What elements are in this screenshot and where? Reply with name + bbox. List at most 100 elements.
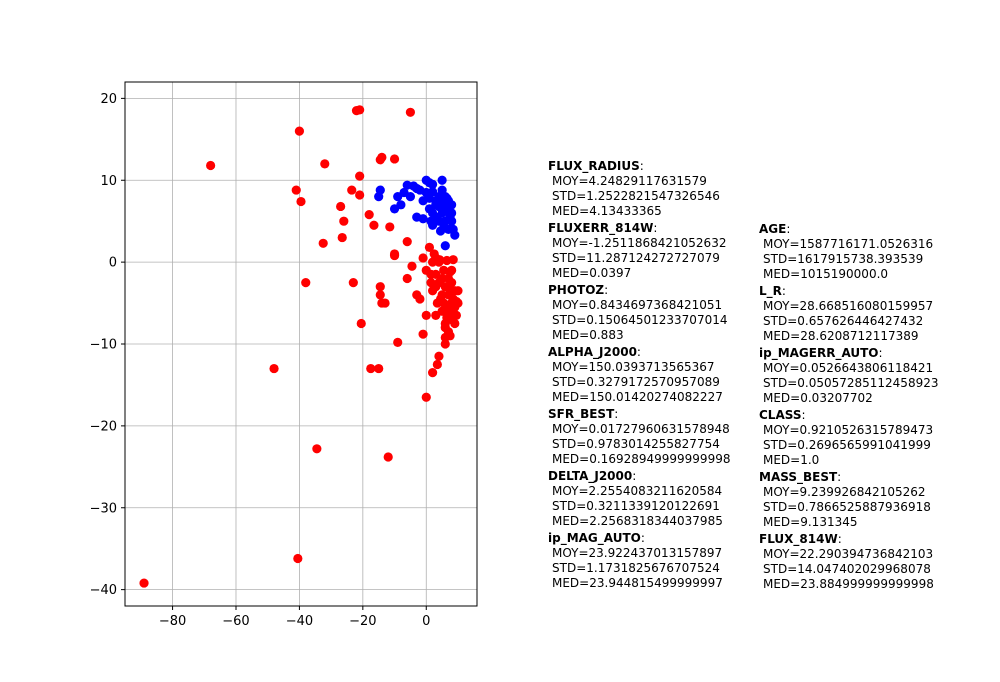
stat-med: MED=2.2568318344037985: [552, 514, 723, 528]
red-point: [389, 250, 400, 261]
stat-std: STD=0.15064501233707014: [552, 313, 728, 327]
red-point: [383, 452, 393, 462]
y-tick-label: −40: [90, 583, 117, 598]
stat-header: ip_MAGERR_AUTO:: [759, 346, 938, 361]
stat-name: SFR_BEST: [548, 407, 615, 421]
red-point: [377, 152, 387, 162]
red-point: [355, 190, 365, 200]
red-point: [380, 298, 390, 308]
red-point: [428, 368, 438, 378]
stat-header: SFR_BEST:: [548, 407, 730, 422]
stat-moy: MOY=0.0526643806118421: [763, 361, 934, 375]
stat-header: ip_MAG_AUTO:: [548, 531, 730, 546]
red-point: [424, 242, 435, 252]
red-point: [415, 294, 425, 304]
red-point: [269, 363, 279, 374]
stat-std: STD=0.2696565991041999: [763, 438, 931, 452]
stat-block: MASS_BEST: MOY=9.239926842105262 STD=0.786…: [759, 470, 938, 530]
stat-name: FLUXERR_814W: [548, 221, 654, 235]
stat-name: FLUX_814W: [759, 532, 838, 546]
red-point: [339, 216, 349, 226]
stat-med: MED=23.884999999999998: [763, 577, 934, 591]
stat-colon: :: [632, 469, 637, 483]
stat-block: PHOTOZ: MOY=0.8434697368421051 STD=0.15064…: [548, 283, 730, 343]
stat-moy: MOY=0.8434697368421051: [552, 298, 723, 312]
stat-name: PHOTOZ: [548, 283, 605, 297]
stat-colon: :: [639, 159, 644, 173]
red-point: [139, 578, 149, 588]
red-point: [443, 273, 454, 284]
red-point: [440, 332, 450, 343]
blue-point: [426, 216, 436, 226]
stat-name: MASS_BEST: [759, 470, 838, 484]
red-point: [385, 222, 395, 232]
stat-name: FLUX_RADIUS: [548, 159, 640, 173]
red-point: [448, 255, 458, 265]
stats-column-right: AGE: MOY=1587716171.0526316 STD=1617915738…: [759, 222, 938, 594]
red-point: [374, 363, 384, 374]
stat-block: DELTA_J2000: MOY=2.2554083211620584 STD=0.…: [548, 469, 730, 529]
red-point: [418, 329, 428, 339]
blue-point: [450, 230, 460, 240]
stat-block: ALPHA_J2000: MOY=150.0393713565367 STD=0.3…: [548, 345, 730, 405]
stat-std: STD=1.2522821547326546: [552, 189, 720, 203]
stat-std: STD=0.7866525887936918: [763, 500, 931, 514]
stat-std: STD=0.657626446427432: [763, 314, 924, 328]
y-tick-label: −10: [90, 338, 117, 353]
y-tick-label: 10: [100, 174, 117, 189]
stat-name: ip_MAG_AUTO: [548, 531, 641, 545]
stat-colon: :: [781, 284, 786, 298]
stat-med: MED=1015190000.0: [763, 267, 889, 281]
red-point: [451, 310, 461, 320]
red-point: [442, 313, 452, 323]
stat-moy: MOY=0.01727960631578948: [552, 422, 730, 436]
stat-med: MED=23.944815499999997: [552, 576, 723, 590]
x-tick-label: 0: [422, 614, 430, 629]
red-point: [356, 318, 366, 329]
y-tick-label: 20: [100, 92, 117, 107]
red-point: [453, 298, 463, 308]
stat-colon: :: [640, 531, 645, 545]
y-tick-label: −20: [90, 419, 117, 434]
blue-point: [431, 200, 441, 210]
grid-lines: [125, 82, 477, 606]
blue-point: [437, 175, 447, 185]
stat-header: AGE:: [759, 222, 938, 237]
stat-header: PHOTOZ:: [548, 283, 730, 298]
stat-moy: MOY=9.239926842105262: [763, 485, 926, 499]
blue-point: [440, 241, 450, 251]
stat-block: ip_MAG_AUTO: MOY=23.922437013157897 STD=1.…: [548, 531, 730, 591]
red-point: [375, 282, 385, 292]
stat-header: FLUXERR_814W:: [548, 221, 730, 236]
red-point: [402, 237, 412, 247]
red-point: [348, 277, 358, 288]
stat-moy: MOY=2.2554083211620584: [552, 484, 723, 498]
red-point: [312, 444, 322, 454]
stat-med: MED=9.131345: [763, 515, 858, 529]
stat-block: SFR_BEST: MOY=0.01727960631578948 STD=0.97…: [548, 407, 730, 467]
red-point: [347, 185, 357, 195]
stat-med: MED=1.0: [763, 453, 820, 467]
stat-std: STD=0.9783014255827754: [552, 437, 720, 451]
stat-colon: :: [837, 532, 842, 546]
y-tick-label: 0: [109, 256, 117, 271]
stat-moy: MOY=1587716171.0526316: [763, 237, 934, 251]
red-point: [407, 261, 417, 271]
blue-point: [396, 200, 406, 210]
stat-std: STD=1617915738.393539: [763, 252, 924, 266]
stat-std: STD=1.1731825676707524: [552, 561, 720, 575]
x-tick-label: −80: [159, 614, 186, 629]
red-point: [369, 220, 379, 230]
red-point: [431, 269, 441, 280]
red-point: [453, 286, 463, 296]
stat-block: L_R: MOY=28.668516080159957 STD=0.65762644…: [759, 284, 938, 344]
blue-point: [428, 187, 438, 197]
stat-header: FLUX_RADIUS:: [548, 159, 730, 174]
stat-block: FLUX_814W: MOY=22.290394736842103 STD=14.0…: [759, 532, 938, 592]
axis-ticks: −80 −60 −40 −20 0 20 10 0 −10 −20 −30 −40: [90, 92, 431, 629]
stat-med: MED=0.0397: [552, 266, 632, 280]
stat-moy: MOY=22.290394736842103: [763, 547, 934, 561]
stat-block: ip_MAGERR_AUTO: MOY=0.0526643806118421 STD…: [759, 346, 938, 406]
red-point: [450, 318, 460, 329]
